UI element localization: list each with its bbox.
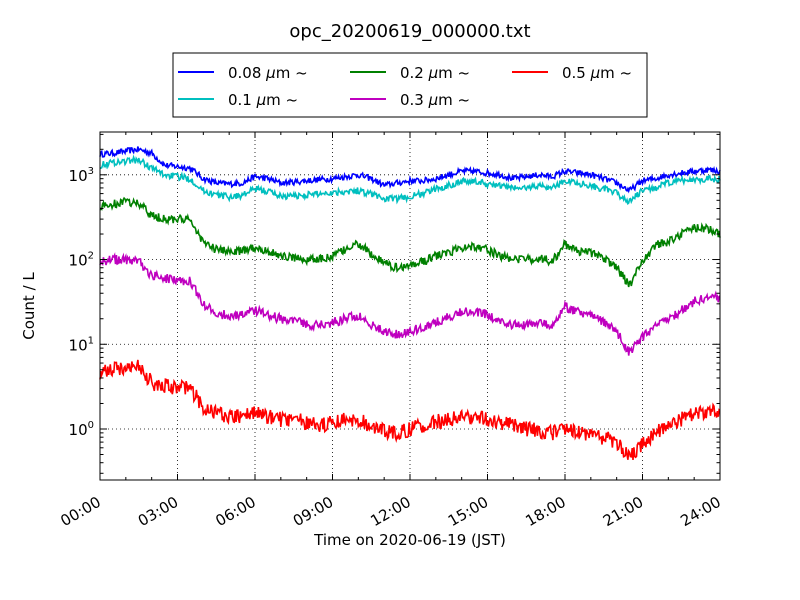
- series-layer: [99, 146, 721, 460]
- legend-size: 0.08: [228, 64, 266, 82]
- series-line-0_1um: [99, 154, 721, 206]
- y-tick-exponent: 0: [88, 420, 94, 431]
- legend-unit-mu: μ: [265, 64, 276, 82]
- legend-unit-rest: m ~: [276, 64, 308, 82]
- y-tick-base: 10: [69, 336, 88, 354]
- legend-label: 0.08 μm ~: [228, 64, 308, 82]
- y-tick-base: 10: [69, 167, 88, 185]
- y-tick-label: 102: [69, 251, 94, 270]
- legend-unit-mu: μ: [428, 91, 439, 109]
- legend-label: 0.5 μm ~: [562, 64, 632, 82]
- y-tick-exponent: 2: [88, 251, 94, 262]
- chart-title: opc_20200619_000000.txt: [289, 21, 530, 42]
- legend-label: 0.2 μm ~: [400, 64, 470, 82]
- series-line-0_08um: [99, 146, 721, 194]
- series-line-0_3um: [99, 252, 721, 356]
- y-tick-exponent: 1: [88, 335, 94, 346]
- y-tick-label: 100: [69, 420, 94, 439]
- legend-label: 0.1 μm ~: [228, 91, 298, 109]
- legend-size: 0.5: [562, 64, 591, 82]
- legend-unit-mu: μ: [428, 64, 439, 82]
- legend-size: 0.2: [400, 64, 429, 82]
- y-tick-label: 103: [69, 166, 94, 185]
- legend-label: 0.3 μm ~: [400, 91, 470, 109]
- legend-size: 0.3: [400, 91, 429, 109]
- series-line-0_5um: [99, 359, 721, 460]
- y-tick-exponent: 3: [88, 166, 94, 177]
- legend-unit-mu: μ: [590, 64, 601, 82]
- y-tick-base: 10: [69, 421, 88, 439]
- legend-size: 0.1: [228, 91, 257, 109]
- legend-unit-rest: m ~: [600, 64, 632, 82]
- y-tick-base: 10: [69, 252, 88, 270]
- legend-unit-rest: m ~: [438, 64, 470, 82]
- legend-box: [172, 52, 648, 118]
- series-line-0_2um: [99, 196, 721, 288]
- y-axis-label: Count / L: [20, 272, 38, 340]
- x-axis-label: Time on 2020-06-19 (JST): [313, 531, 506, 549]
- legend-unit-mu: μ: [256, 91, 267, 109]
- legend-unit-rest: m ~: [438, 91, 470, 109]
- legend: 0.08 μm ~0.1 μm ~0.2 μm ~0.3 μm ~0.5 μm …: [172, 52, 648, 118]
- grid-layer: [100, 132, 720, 480]
- legend-unit-rest: m ~: [266, 91, 298, 109]
- y-tick-label: 101: [69, 335, 94, 354]
